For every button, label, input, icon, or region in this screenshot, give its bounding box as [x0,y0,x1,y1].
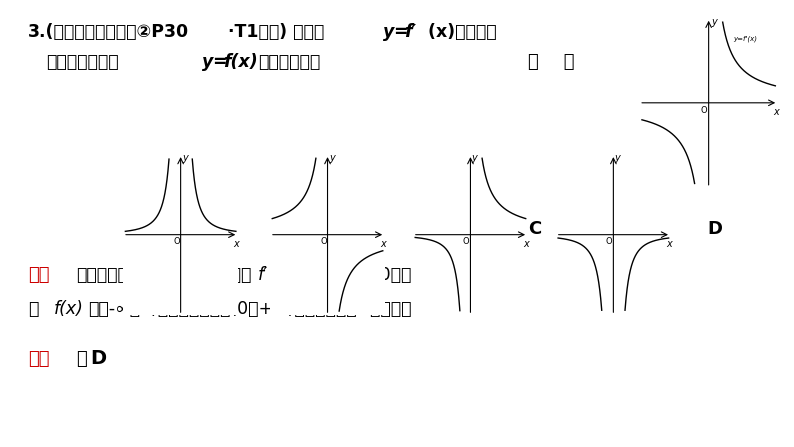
Text: f′: f′ [415,266,425,284]
Text: O: O [463,237,469,246]
Text: x: x [523,239,529,249]
Text: =: = [393,23,407,41]
Text: x: x [380,239,386,249]
Text: f(x): f(x) [223,53,258,71]
Text: 解析: 解析 [28,266,49,284]
Text: O: O [320,237,326,246]
Text: 数: 数 [28,300,38,318]
Text: y: y [383,23,395,41]
Text: f′: f′ [258,266,268,284]
Text: O: O [173,237,179,246]
Text: (x)的图象如: (x)的图象如 [422,23,496,41]
Text: y: y [329,153,334,163]
Text: 3.(湘教版选择性必修②P30: 3.(湘教版选择性必修②P30 [28,23,189,41]
Text: f(x): f(x) [54,300,84,318]
Text: O: O [700,106,707,115]
Text: A: A [168,220,182,238]
Text: y: y [711,17,716,27]
Text: D: D [90,350,106,368]
Text: x: x [196,266,206,284]
Text: y: y [615,153,620,163]
Text: 图所示，则函数: 图所示，则函数 [46,53,118,71]
Text: x: x [233,239,239,249]
Text: x: x [666,239,672,249]
Text: (x)<0，所以函: (x)<0，所以函 [432,266,528,284]
Text: 的图象可能是: 的图象可能是 [258,53,320,71]
Text: D: D [707,220,723,238]
Text: ·T1改编) 导函数: ·T1改编) 导函数 [228,23,324,41]
Text: 答案: 答案 [28,350,49,368]
Text: （    ）: （ ） [528,53,575,71]
Text: <0时，: <0时， [365,266,411,284]
Text: f′: f′ [404,23,416,41]
Text: >0时，: >0时， [205,266,252,284]
Text: y: y [202,53,214,71]
Text: y: y [472,153,477,163]
Text: (x)>0，当: (x)>0，当 [275,266,351,284]
Text: x: x [356,266,366,284]
Text: 在（-∞，0)上单调递减，在(0，+∞)上单调递增，D选项符合·: 在（-∞，0)上单调递减，在(0，+∞)上单调递增，D选项符合· [88,300,417,318]
Text: x: x [773,107,779,117]
Text: y=f'(x): y=f'(x) [734,35,757,42]
Text: B: B [349,220,362,238]
Text: C: C [528,220,542,238]
Text: ：: ： [76,350,87,368]
Text: ：由题图可知当: ：由题图可知当 [76,266,148,284]
Text: y: y [182,153,187,163]
Text: O: O [606,237,612,246]
Text: =: = [212,53,226,71]
